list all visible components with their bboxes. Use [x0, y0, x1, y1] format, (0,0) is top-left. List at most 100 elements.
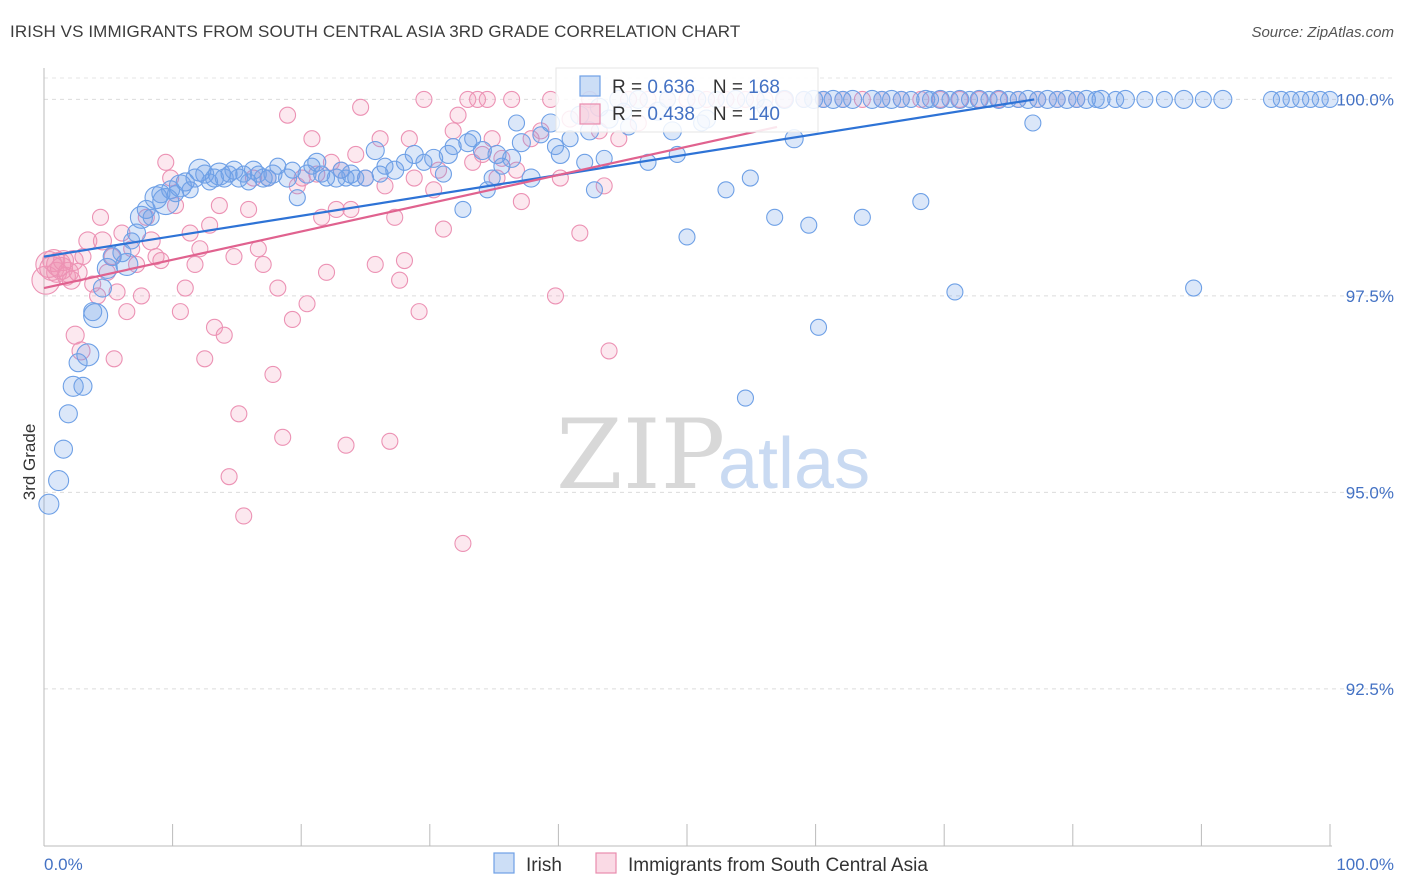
irish-point [493, 157, 511, 175]
immigrants-point [196, 350, 214, 368]
immigrants-point [279, 106, 297, 124]
irish-point [365, 140, 385, 161]
irish-point [834, 90, 852, 108]
irish-point [434, 165, 452, 183]
immigrants-point [371, 130, 389, 148]
irish-point [68, 353, 88, 373]
trend-line-immigrants [43, 125, 778, 290]
irish-point [873, 90, 891, 108]
irish-point [1174, 89, 1194, 109]
immigrants-point [215, 326, 233, 344]
irish-point [741, 169, 759, 187]
immigrants-point [137, 208, 155, 226]
immigrants-point [118, 303, 136, 321]
y-tick-label: 95.0% [1346, 483, 1394, 502]
irish-point [1057, 89, 1077, 109]
y-axis-label: 3rd Grade [20, 424, 39, 501]
irish-point [532, 126, 550, 144]
immigrants-point [210, 196, 228, 215]
immigrants-point [503, 90, 521, 108]
irish-point [58, 404, 78, 424]
immigrants-point [269, 279, 287, 297]
immigrants-point [186, 255, 204, 274]
irish-point [424, 148, 444, 168]
y-tick-labels: 100.0% 97.5% 95.0% 92.5% [1336, 90, 1394, 698]
irish-point [843, 89, 863, 109]
immigrants-point [478, 90, 496, 108]
irish-point [766, 208, 784, 226]
irish-point [1213, 89, 1233, 109]
legend-box: R = 0.636 N = 168 R = 0.438 N = 140 [555, 67, 819, 133]
immigrants-point [230, 405, 248, 423]
immigrants-point [220, 468, 238, 486]
irish-point [717, 181, 735, 199]
legend-irish-n-value: 168 [748, 77, 780, 98]
irish-point [1311, 90, 1329, 108]
immigrants-point [91, 208, 110, 226]
immigrants-point [571, 224, 589, 242]
irish-point [511, 133, 531, 153]
irish-point [395, 153, 414, 171]
irish-point [922, 90, 940, 108]
irish-point [83, 302, 103, 322]
bottom-legend-irish: Irish [526, 855, 562, 876]
bottom-legend-swatch-immigrants [595, 852, 617, 874]
immigrants-point [459, 90, 477, 108]
legend-swatch-immigrants [579, 103, 601, 125]
bottom-legend-immigrants: Immigrants from South Central Asia [628, 855, 928, 876]
immigrants-point [395, 251, 414, 270]
irish-point [76, 343, 100, 367]
irish-point [550, 144, 570, 164]
immigrants-point [157, 153, 175, 171]
irish-point [809, 318, 828, 336]
trend-lines [43, 98, 1035, 290]
legend-immigrants-n-value: 140 [748, 104, 780, 125]
irish-point [823, 89, 843, 109]
x-tick-label-min: 0.0% [44, 855, 83, 874]
bottom-legend-swatch-irish [493, 852, 515, 874]
legend-swatch-irish [579, 75, 601, 97]
irish-point [438, 144, 458, 164]
irish-point [454, 200, 472, 219]
immigrants-point [595, 177, 613, 195]
irish-point [507, 114, 526, 132]
irish-point [175, 172, 195, 192]
irish-point [1301, 90, 1320, 108]
irish-point [1136, 90, 1154, 108]
irish-point [941, 90, 959, 108]
irish-point [253, 168, 273, 188]
irish-point [38, 493, 60, 515]
immigrants-point [386, 208, 404, 226]
immigrants-point [853, 90, 871, 108]
irish-point [204, 168, 225, 188]
irish-point [1272, 90, 1290, 108]
irish-point [930, 89, 950, 109]
immigrants-point [337, 436, 355, 454]
irish-point [472, 140, 492, 161]
irish-point [1185, 279, 1203, 297]
irish-point [1292, 90, 1310, 108]
irish-point [1107, 90, 1125, 108]
irish-point [1321, 90, 1339, 108]
immigrants-point [171, 303, 189, 321]
irish-point [444, 138, 462, 156]
immigrants-point [225, 248, 243, 266]
legend-immigrants-r-label: R = [612, 104, 647, 125]
legend-irish-r-label: R = [612, 77, 647, 98]
immigrants-point [347, 145, 365, 163]
irish-point [1037, 89, 1058, 109]
irish-point [464, 130, 482, 148]
irish-point [83, 302, 109, 329]
immigrants-point [132, 287, 150, 305]
bottom-legend: Irish Immigrants from South Central Asia [493, 852, 928, 876]
irish-point [946, 283, 964, 301]
irish-point [1155, 90, 1173, 108]
irish-point [736, 389, 755, 407]
irish-point [48, 470, 70, 492]
immigrants-point [951, 90, 969, 108]
immigrants-point [254, 255, 272, 274]
legend-immigrants-stats: R = 0.438 N = 140 [612, 104, 780, 125]
irish-point [326, 168, 346, 188]
irish-point [356, 169, 375, 187]
immigrants-point [400, 130, 418, 148]
